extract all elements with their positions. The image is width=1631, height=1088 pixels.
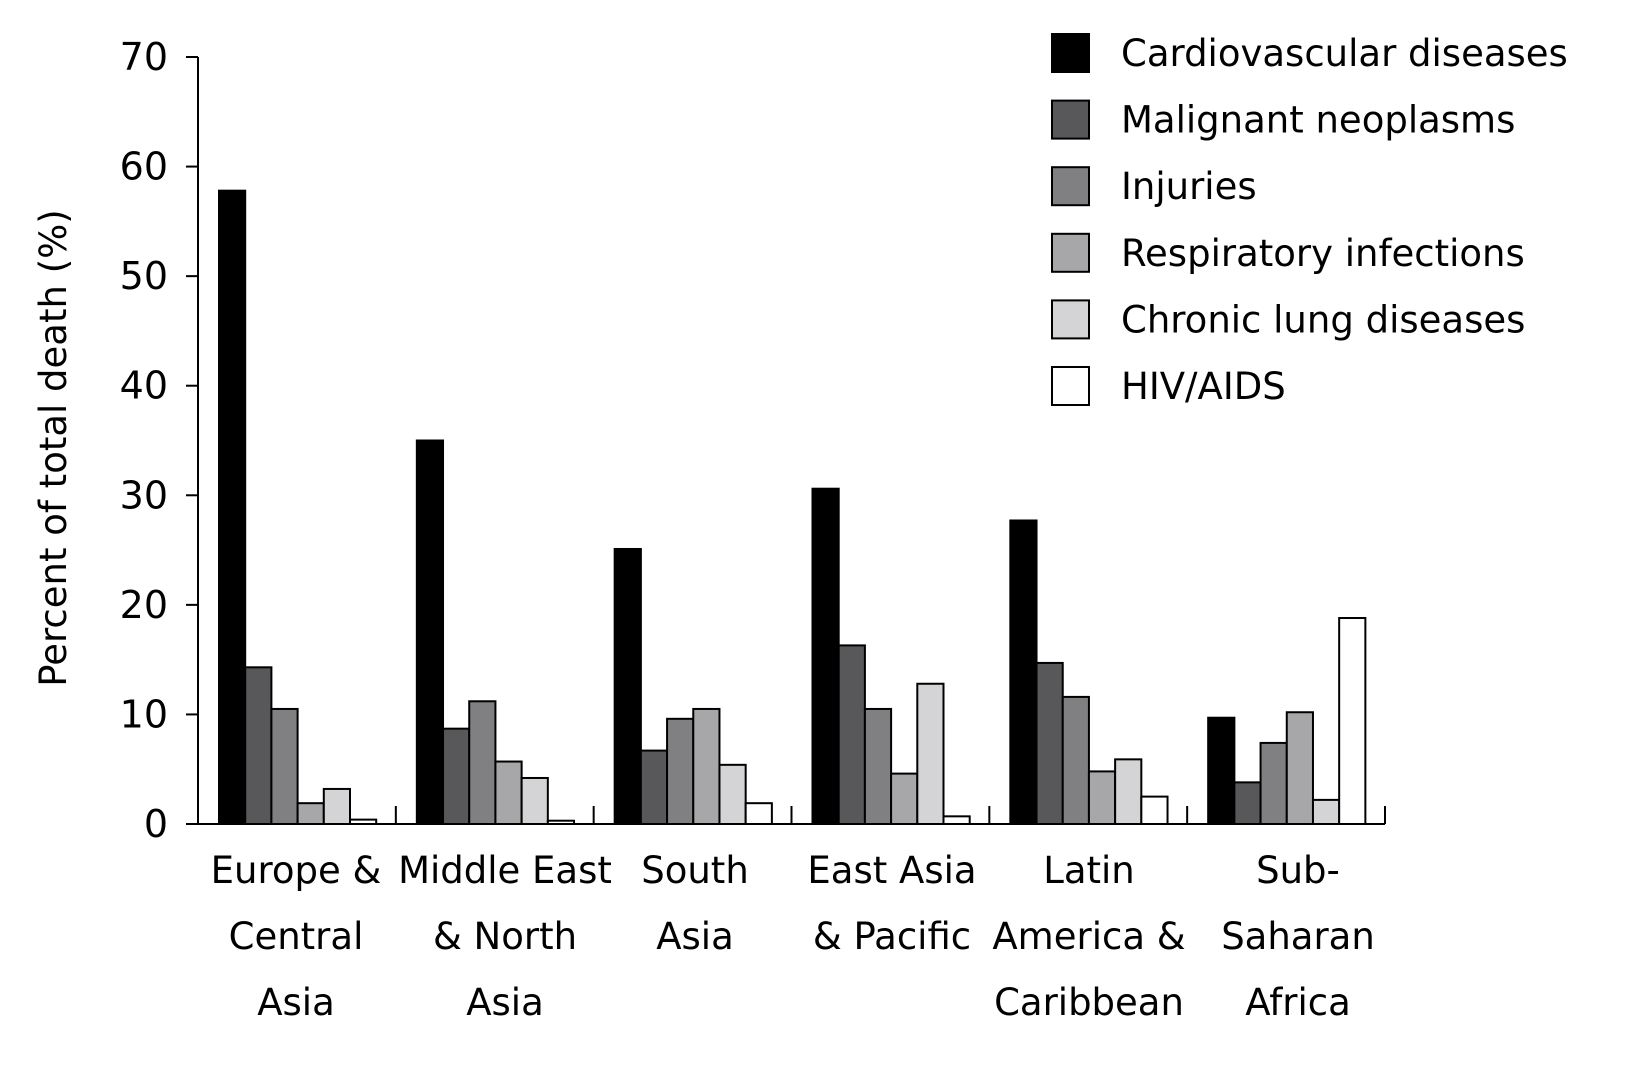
bar-0-2 — [270, 707, 299, 826]
bar-1-0 — [415, 439, 445, 825]
category-label-2-0: South — [641, 849, 749, 892]
bar-5-1 — [1233, 781, 1262, 825]
legend-label-2: Injuries — [1121, 165, 1257, 208]
bar-2-4 — [718, 763, 747, 826]
category-label-4-1: America & — [992, 915, 1185, 958]
bar-3-0 — [811, 487, 840, 825]
bar-3-1 — [837, 644, 866, 826]
bar-2-1 — [639, 749, 669, 826]
bar-5-4 — [1311, 798, 1341, 826]
bar-2-3 — [692, 707, 721, 826]
bar-3-5 — [942, 815, 971, 826]
bar-4-5 — [1140, 795, 1169, 825]
y-tick-label-4: 40 — [120, 364, 168, 408]
y-tick-label-6: 60 — [120, 145, 168, 189]
y-axis-title: Percent of total death (%) — [32, 209, 75, 686]
bar-4-4 — [1114, 758, 1143, 825]
category-label-5-0: Sub- — [1256, 849, 1340, 892]
category-label-3-0: East Asia — [807, 849, 976, 892]
legend-swatch-1 — [1051, 99, 1090, 140]
legend-label-5: HIV/AIDS — [1121, 365, 1286, 408]
category-label-0-0: Europe & — [211, 849, 382, 892]
bar-1-3 — [494, 760, 523, 825]
bar-2-5 — [744, 802, 773, 825]
bar-0-1 — [244, 666, 273, 825]
bar-5-5 — [1338, 617, 1367, 826]
bar-0-0 — [218, 189, 247, 825]
bar-3-4 — [916, 682, 945, 825]
bars-layer — [218, 189, 1367, 826]
category-label-5-2: Africa — [1245, 981, 1351, 1024]
legend-swatch-4 — [1051, 299, 1090, 340]
y-tick-label-3: 30 — [120, 473, 168, 517]
bar-0-3 — [296, 802, 325, 825]
y-tick-label-5: 50 — [120, 254, 168, 298]
bar-5-2 — [1259, 741, 1288, 825]
legend-label-3: Respiratory infections — [1121, 232, 1525, 275]
category-label-4-0: Latin — [1043, 849, 1135, 892]
bar-2-2 — [666, 717, 695, 825]
y-tick-label-7: 70 — [120, 35, 168, 79]
bar-4-2 — [1061, 695, 1090, 826]
legend-swatch-5 — [1051, 366, 1090, 406]
category-label-1-2: Asia — [466, 981, 544, 1024]
bar-4-0 — [1009, 519, 1038, 825]
category-label-2-1: Asia — [656, 915, 734, 958]
bar-1-1 — [442, 727, 471, 825]
category-label-5-1: Saharan — [1221, 915, 1375, 958]
bar-1-2 — [468, 700, 497, 826]
y-tick-label-2: 20 — [120, 583, 168, 627]
legend: Cardiovascular diseases Malignant neoplas… — [1051, 32, 1568, 408]
category-label-1-0: Middle East — [398, 849, 612, 892]
bar-5-0 — [1207, 716, 1236, 825]
labels-layer: 0 10 20 30 40 50 60 70 Europe & Central Asia Middle… — [120, 35, 1375, 1024]
y-tick-label-1: 10 — [120, 692, 168, 736]
legend-swatch-2 — [1051, 166, 1090, 207]
bar-0-4 — [322, 787, 351, 826]
category-label-1-1: & North — [433, 915, 577, 958]
category-label-0-2: Asia — [257, 981, 335, 1024]
category-label-0-1: Central — [229, 915, 364, 958]
legend-swatch-0 — [1051, 33, 1090, 73]
y-tick-label-0: 0 — [144, 802, 168, 846]
bar-1-4 — [520, 776, 549, 825]
legend-label-4: Chronic lung diseases — [1121, 298, 1525, 341]
bar-3-3 — [890, 772, 919, 825]
bar-4-1 — [1035, 661, 1064, 825]
legend-label-0: Cardiovascular diseases — [1121, 32, 1568, 75]
bar-4-3 — [1087, 770, 1117, 825]
legend-swatch-3 — [1051, 232, 1090, 273]
bar-3-2 — [863, 707, 893, 826]
category-label-4-2: Caribbean — [994, 981, 1184, 1024]
legend-label-1: Malignant neoplasms — [1121, 99, 1515, 142]
bar-2-0 — [613, 547, 642, 825]
axes-layer — [186, 56, 1386, 825]
bar-5-3 — [1285, 711, 1314, 825]
category-label-3-1: & Pacific — [813, 915, 971, 958]
